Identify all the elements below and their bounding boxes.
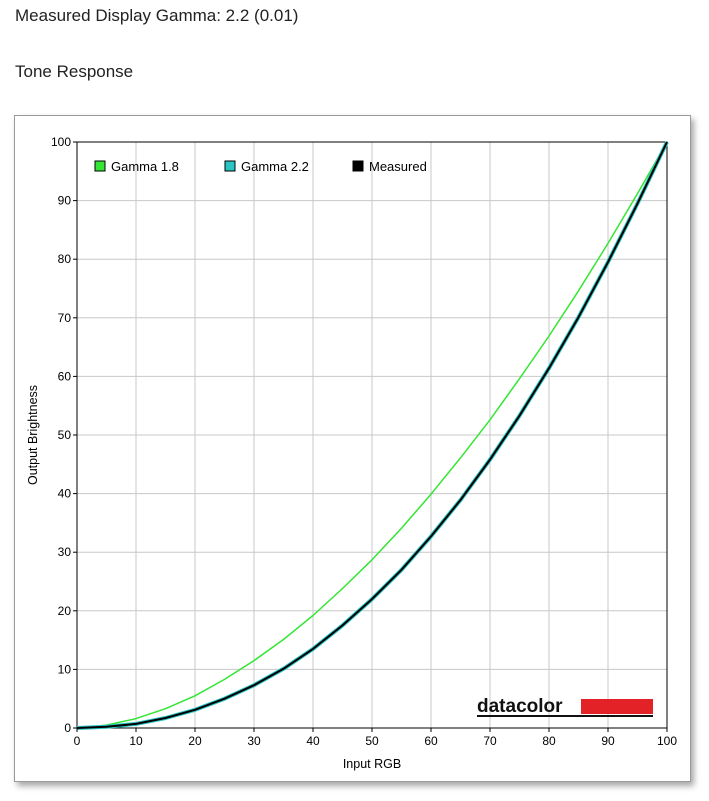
legend-swatch-gamma-1-8	[94, 160, 106, 172]
x-tick-label: 50	[365, 734, 379, 748]
tone-response-title: Tone Response	[15, 62, 134, 81]
x-axis-label: Input RGB	[343, 757, 401, 771]
datacolor-logo: datacolor	[477, 696, 653, 717]
y-axis-label: Output Brightness	[26, 385, 40, 485]
legend-label-measured: Measured	[369, 159, 427, 174]
x-tick-label: 30	[247, 734, 261, 748]
x-tick-label: 40	[306, 734, 320, 748]
y-tick-label: 90	[58, 194, 72, 208]
y-tick-label: 50	[58, 428, 72, 442]
y-tick-label: 40	[58, 487, 72, 501]
y-tick-label: 0	[64, 721, 71, 735]
x-tick-label: 60	[424, 734, 438, 748]
x-tick-label: 10	[129, 734, 143, 748]
y-tick-label: 70	[58, 311, 72, 325]
x-tick-label: 100	[657, 734, 677, 748]
datacolor-logo-bar	[581, 699, 653, 714]
y-tick-label: 100	[51, 135, 71, 149]
series-line-measured	[76, 141, 668, 729]
x-tick-label: 20	[188, 734, 202, 748]
tone-response-chart: 0 10 20 30 40 50 60 70 80 90 100 0 10 20 30 40 50 60 70 80 9…	[26, 135, 677, 771]
x-tick-label: 70	[483, 734, 497, 748]
x-tick-label: 90	[601, 734, 615, 748]
series-line-gamma-1-8	[76, 141, 668, 729]
series-layer	[76, 141, 669, 730]
legend-label-gamma-1-8: Gamma 1.8	[111, 159, 179, 174]
datacolor-logo-underline	[477, 715, 653, 717]
tone-response-chart-panel: 0 10 20 30 40 50 60 70 80 90 100 0 10 20 30 40 50 60 70 80 9…	[14, 115, 691, 782]
tick-labels: 0 10 20 30 40 50 60 70 80 90 100 0 10 20 30 40 50 60 70 80 9…	[51, 135, 677, 748]
y-tick-label: 80	[58, 252, 72, 266]
x-tick-label: 0	[74, 734, 81, 748]
x-tick-label: 80	[542, 734, 556, 748]
legend-swatch-gamma-2-2	[224, 160, 236, 172]
y-tick-label: 10	[58, 662, 72, 676]
y-tick-label: 20	[58, 604, 72, 618]
grid-lines	[77, 142, 667, 728]
legend-label-gamma-2-2: Gamma 2.2	[241, 159, 309, 174]
legend: Gamma 1.8 Gamma 2.2 Measured	[94, 159, 427, 174]
measured-gamma-text: Measured Display Gamma: 2.2 (0.01)	[15, 6, 299, 25]
y-tick-label: 30	[58, 545, 72, 559]
y-tick-label: 60	[58, 369, 72, 383]
datacolor-logo-text: datacolor	[477, 696, 563, 717]
legend-swatch-measured	[352, 160, 364, 172]
